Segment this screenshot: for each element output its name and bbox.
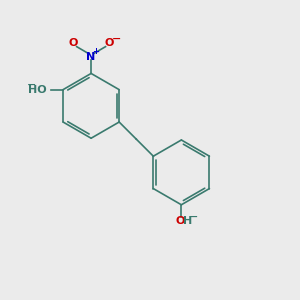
Text: H: H xyxy=(183,216,193,226)
Text: +: + xyxy=(92,47,99,56)
Text: HO: HO xyxy=(28,85,46,94)
Text: O: O xyxy=(175,216,184,226)
Text: −: − xyxy=(189,212,198,221)
Text: O: O xyxy=(104,38,113,47)
Text: O: O xyxy=(69,38,78,47)
Text: −: − xyxy=(112,33,122,43)
Text: N: N xyxy=(86,52,96,62)
Text: −: − xyxy=(27,80,36,90)
